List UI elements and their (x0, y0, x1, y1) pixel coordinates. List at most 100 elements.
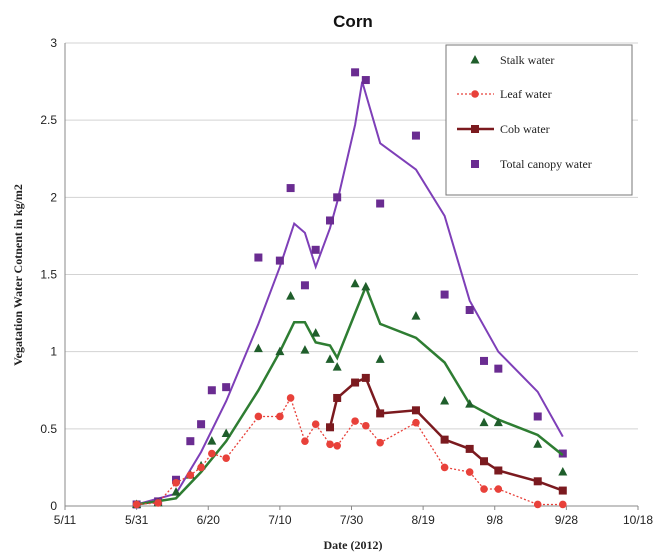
cob-water-point (351, 378, 360, 387)
legend-marker (470, 55, 480, 64)
legend-marker (471, 125, 479, 133)
stalk-water-point (533, 439, 543, 448)
stalk-water-point (171, 487, 181, 496)
stalk-water-point (253, 343, 263, 353)
leaf-water-point (132, 500, 141, 509)
legend-entry-total-canopy-water: Total canopy water (471, 157, 592, 171)
leaf-water-point (351, 417, 359, 425)
leaf-water-point (494, 485, 503, 493)
stalk-water-line (136, 283, 564, 506)
cob-water-point (376, 409, 385, 418)
total-canopy-water-point (361, 76, 370, 85)
stalk-water-point (375, 354, 385, 363)
stalk-water-point (350, 278, 360, 288)
stalk-water-point (361, 281, 371, 291)
leaf-water-point (412, 418, 420, 427)
total-canopy-water-point (197, 420, 206, 429)
total-canopy-water-point (186, 437, 195, 446)
legend-entry-cob-water: Cob water (457, 122, 550, 136)
leaf-water-point (533, 500, 542, 509)
cob-water-point (361, 373, 370, 382)
leaf-water-point (172, 479, 180, 487)
cob-water-point (558, 486, 567, 495)
grid-lines (65, 42, 638, 430)
x-tick-label: 9/8 (486, 513, 503, 527)
legend-marker (471, 90, 479, 98)
total-canopy-water-point (300, 281, 309, 290)
x-tick-label: 8/19 (411, 513, 435, 527)
leaf-water-point (326, 440, 334, 449)
y-tick-label: 0 (50, 499, 57, 513)
cob-water-point (494, 466, 503, 475)
leaf-water-point (558, 500, 567, 509)
cob-water-point (411, 406, 420, 415)
x-tick-label: 10/18 (623, 513, 653, 527)
leaf-water-point (254, 412, 263, 421)
leaf-water-point (186, 471, 195, 479)
stalk-water-point (440, 396, 450, 405)
x-tick-label: 5/31 (125, 513, 149, 527)
leaf-water-point (197, 463, 205, 472)
cob-water-point (465, 444, 474, 453)
total-canopy-water-point (275, 256, 284, 265)
stalk-water-point (332, 362, 342, 371)
legend: Stalk water Leaf water Cob water Total cano… (445, 44, 633, 196)
x-axis-title: Date (2012) (324, 538, 383, 552)
cob-water-point (333, 393, 342, 402)
total-canopy-water-point (333, 193, 342, 202)
total-canopy-water-point (351, 68, 360, 77)
y-tick-label: 1 (50, 345, 57, 359)
leaf-water-point (301, 437, 309, 445)
legend-box (445, 44, 633, 196)
legend-entry-stalk-water: Stalk water (470, 53, 554, 67)
stalk-water-point (479, 417, 489, 427)
stalk-water-point (286, 291, 296, 300)
total-canopy-water-series (132, 68, 567, 509)
leaf-water-point (362, 421, 370, 430)
leaf-water-point (480, 485, 488, 493)
leaf-water-point (208, 449, 216, 458)
chart-title: Corn (333, 12, 373, 31)
total-canopy-water-point (207, 386, 216, 395)
x-tick-label: 9/28 (555, 513, 579, 527)
stalk-water-point (411, 311, 421, 320)
y-tick-label: 1.5 (40, 268, 57, 282)
y-axis-title: Vegatation Water Cotnent in kg/m2 (11, 184, 25, 366)
total-canopy-water-point (222, 383, 231, 392)
total-canopy-water-point (411, 131, 420, 140)
total-canopy-water-point (311, 245, 320, 254)
series-layer (132, 68, 568, 509)
stalk-water-point (221, 428, 231, 437)
leaf-water-point (311, 420, 320, 429)
cob-water-line (328, 376, 564, 492)
legend-label: Cob water (500, 122, 550, 136)
leaf-water-point (440, 463, 449, 472)
total-canopy-water-line (136, 81, 564, 506)
stalk-water-point (275, 346, 285, 356)
x-tick-label: 6/20 (197, 513, 221, 527)
total-canopy-water-point (440, 290, 449, 299)
y-tick-label: 2 (50, 190, 57, 204)
leaf-water-point (465, 468, 474, 476)
stalk-water-point (207, 436, 217, 445)
leaf-water-point (276, 412, 284, 421)
y-tick-label: 2.5 (40, 113, 57, 127)
stalk-water-point (493, 417, 503, 427)
stalk-water-point (311, 328, 321, 337)
total-canopy-water-point (465, 305, 474, 314)
stalk-water-point (558, 467, 568, 476)
stalk-water-point (300, 345, 310, 354)
cob-water-point (440, 435, 449, 444)
x-tick-label: 5/11 (54, 513, 77, 527)
leaf-water-point (286, 394, 295, 402)
total-canopy-water-point (494, 364, 503, 373)
tick-labels: 0 0.5 1 1.5 2 2.5 3 5/11 5/31 6/20 7/10 7/30 8/19 9/8… (40, 36, 653, 527)
leaf-water-line (136, 396, 563, 506)
leaf-water-point (222, 454, 230, 462)
y-tick-label: 0.5 (40, 422, 57, 436)
x-tick-label: 7/10 (268, 513, 292, 527)
leaf-water-point (333, 442, 341, 450)
total-canopy-water-point (480, 356, 489, 365)
total-canopy-water-point (533, 412, 542, 421)
